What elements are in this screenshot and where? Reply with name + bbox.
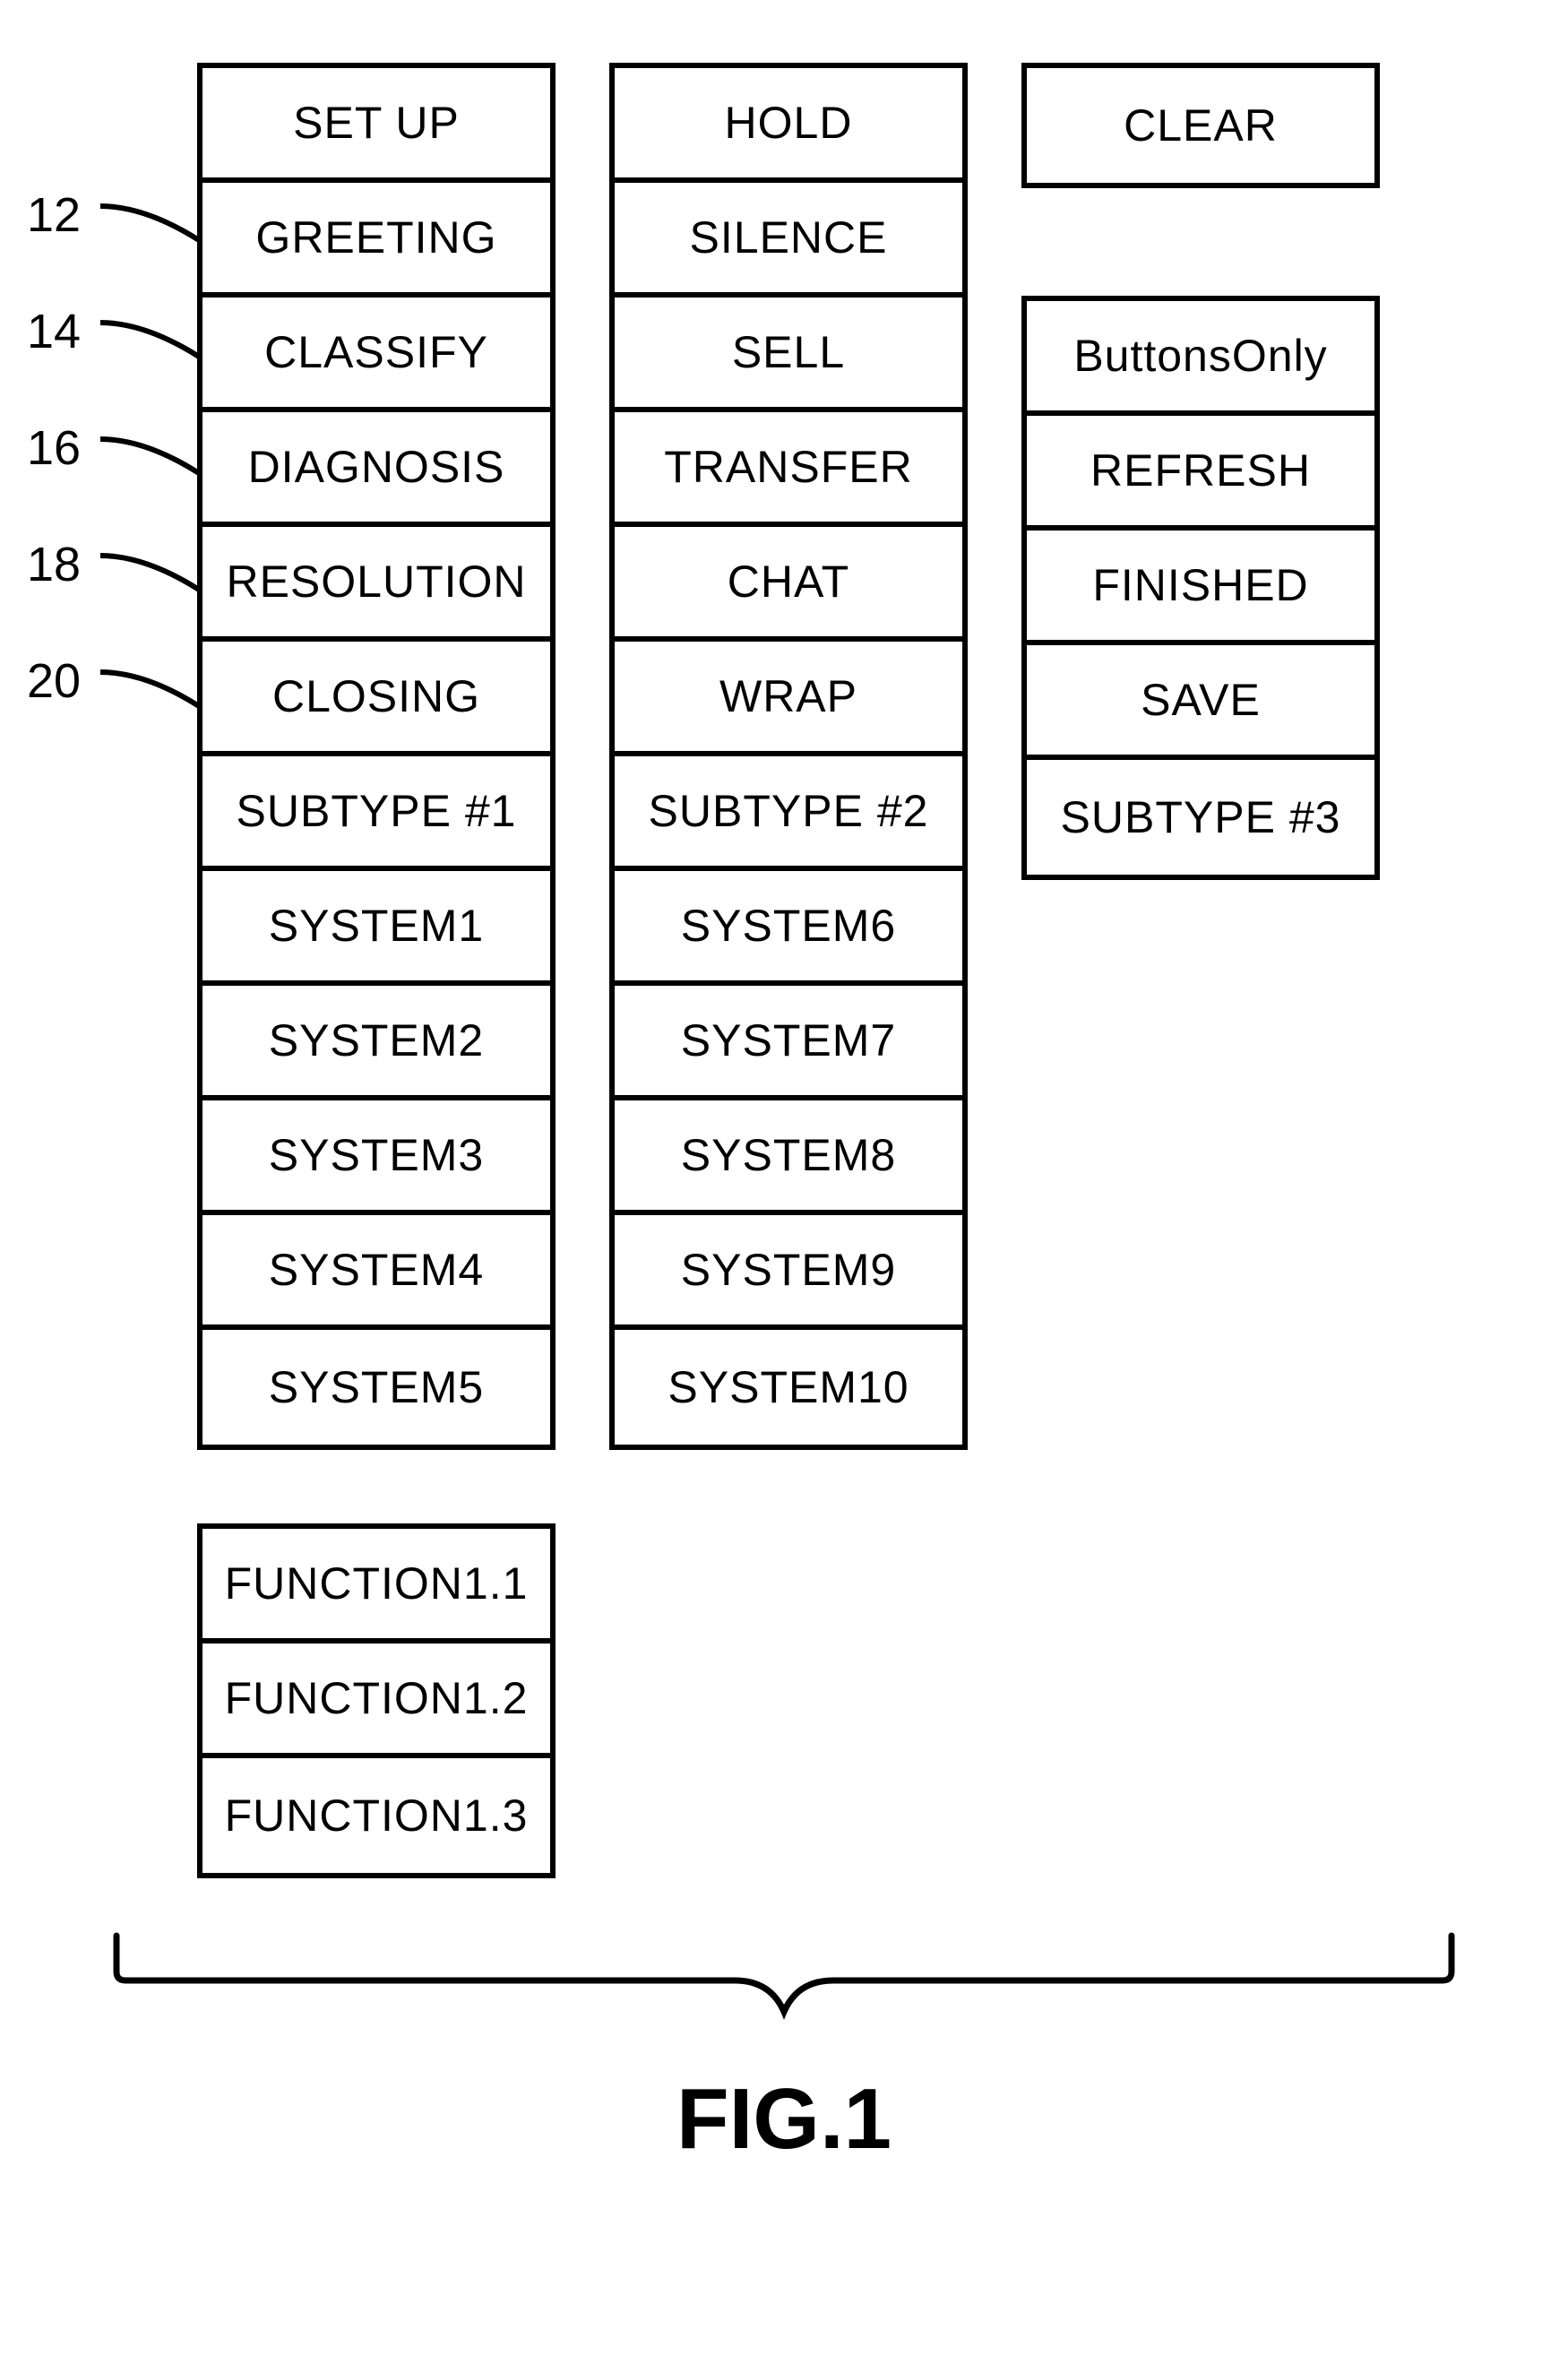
ref-14-label: 14 bbox=[27, 304, 81, 359]
ref-14: 14 bbox=[27, 296, 208, 367]
cell-buttons-only[interactable]: ButtonsOnly bbox=[1027, 301, 1374, 416]
leader-line-icon bbox=[91, 179, 208, 251]
cell-function-1-2[interactable]: FUNCTION1.2 bbox=[202, 1644, 550, 1758]
cell-system1[interactable]: SYSTEM1 bbox=[202, 871, 550, 986]
cell-hold[interactable]: HOLD bbox=[615, 68, 962, 183]
ref-16-label: 16 bbox=[27, 420, 81, 476]
cell-system9[interactable]: SYSTEM9 bbox=[615, 1215, 962, 1330]
cell-finished[interactable]: FINISHED bbox=[1027, 531, 1374, 645]
cell-subtype-1[interactable]: SUBTYPE #1 bbox=[202, 756, 550, 871]
cell-set-up[interactable]: SET UP bbox=[202, 68, 550, 183]
ref-18: 18 bbox=[27, 529, 208, 600]
cell-function-1-3[interactable]: FUNCTION1.3 bbox=[202, 1758, 550, 1873]
clear-box: CLEAR bbox=[1021, 63, 1380, 188]
leader-line-icon bbox=[91, 296, 208, 367]
cell-system8[interactable]: SYSTEM8 bbox=[615, 1100, 962, 1215]
ref-12-label: 12 bbox=[27, 187, 81, 243]
cell-system6[interactable]: SYSTEM6 bbox=[615, 871, 962, 986]
cell-system2[interactable]: SYSTEM2 bbox=[202, 986, 550, 1100]
ref-12: 12 bbox=[27, 179, 208, 251]
cell-function-1-1[interactable]: FUNCTION1.1 bbox=[202, 1529, 550, 1644]
cell-diagnosis[interactable]: DIAGNOSIS bbox=[202, 412, 550, 527]
cell-refresh[interactable]: REFRESH bbox=[1027, 416, 1374, 531]
cell-system3[interactable]: SYSTEM3 bbox=[202, 1100, 550, 1215]
leader-line-icon bbox=[91, 645, 208, 717]
leader-line-icon bbox=[91, 529, 208, 600]
cell-save[interactable]: SAVE bbox=[1027, 645, 1374, 760]
cell-subtype-2[interactable]: SUBTYPE #2 bbox=[615, 756, 962, 871]
figure-label: FIG.1 bbox=[0, 2070, 1568, 2169]
cell-subtype-3[interactable]: SUBTYPE #3 bbox=[1027, 760, 1374, 875]
column-2: HOLD SILENCE SELL TRANSFER CHAT WRAP SUB… bbox=[609, 63, 968, 1450]
cell-sell[interactable]: SELL bbox=[615, 298, 962, 412]
ref-20-label: 20 bbox=[27, 653, 81, 709]
brace-icon bbox=[0, 1927, 1568, 2052]
figure-page: SET UP GREETING CLASSIFY DIAGNOSIS RESOL… bbox=[0, 0, 1568, 2364]
ref-20: 20 bbox=[27, 645, 208, 717]
cell-silence[interactable]: SILENCE bbox=[615, 183, 962, 298]
cell-greeting[interactable]: GREETING bbox=[202, 183, 550, 298]
cell-resolution[interactable]: RESOLUTION bbox=[202, 527, 550, 642]
leader-line-icon bbox=[91, 412, 208, 484]
cell-wrap[interactable]: WRAP bbox=[615, 642, 962, 756]
cell-system7[interactable]: SYSTEM7 bbox=[615, 986, 962, 1100]
cell-system5[interactable]: SYSTEM5 bbox=[202, 1330, 550, 1445]
ref-18-label: 18 bbox=[27, 537, 81, 592]
cell-classify[interactable]: CLASSIFY bbox=[202, 298, 550, 412]
bottom-brace bbox=[0, 1927, 1568, 2057]
cell-clear[interactable]: CLEAR bbox=[1027, 68, 1374, 183]
cell-chat[interactable]: CHAT bbox=[615, 527, 962, 642]
cell-system4[interactable]: SYSTEM4 bbox=[202, 1215, 550, 1330]
functions-column: FUNCTION1.1 FUNCTION1.2 FUNCTION1.3 bbox=[197, 1523, 556, 1878]
cell-system10[interactable]: SYSTEM10 bbox=[615, 1330, 962, 1445]
ref-16: 16 bbox=[27, 412, 208, 484]
cell-closing[interactable]: CLOSING bbox=[202, 642, 550, 756]
column-1: SET UP GREETING CLASSIFY DIAGNOSIS RESOL… bbox=[197, 63, 556, 1450]
column-3: ButtonsOnly REFRESH FINISHED SAVE SUBTYP… bbox=[1021, 296, 1380, 880]
cell-transfer[interactable]: TRANSFER bbox=[615, 412, 962, 527]
